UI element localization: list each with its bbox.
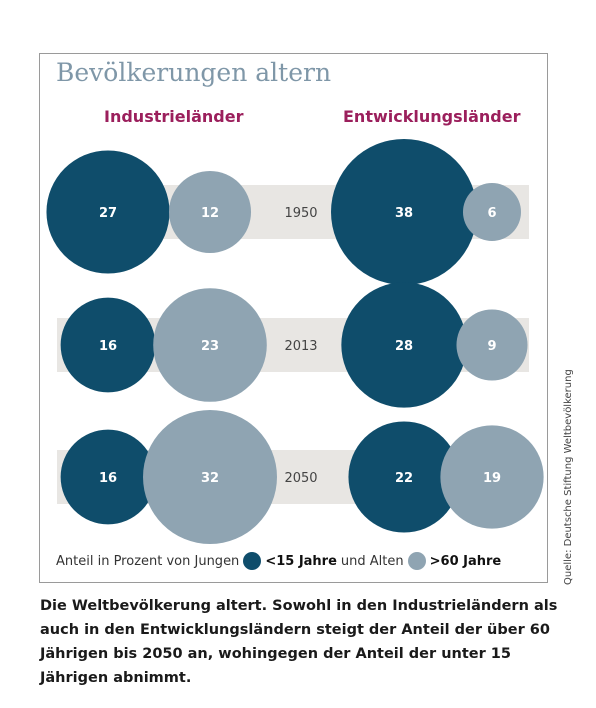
bubble-label-developing-young-1950: 38 bbox=[395, 206, 413, 221]
bubble-industrial-young-2013 bbox=[60, 297, 156, 393]
legend: Anteil in Prozent von Jungen <15 Jahre u… bbox=[56, 552, 501, 570]
bubble-developing-old-1950 bbox=[462, 182, 522, 242]
bubble-developing-old-2013 bbox=[456, 309, 528, 381]
bubble-developing-young-1950 bbox=[331, 139, 477, 285]
bubble-industrial-old-2013 bbox=[153, 288, 267, 402]
year-label-2050: 2050 bbox=[284, 471, 317, 486]
legend-dot-old bbox=[407, 552, 426, 570]
bubble-label-industrial-old-1950: 12 bbox=[201, 206, 219, 221]
bubble-label-developing-young-2013: 28 bbox=[395, 339, 413, 354]
year-label-1950: 1950 bbox=[284, 206, 317, 221]
source-note: Quelle: Deutsche Stiftung Weltbevölkerun… bbox=[563, 369, 574, 585]
bubble-industrial-young-2050 bbox=[60, 429, 156, 525]
group-label-industrial: Industrieländer bbox=[104, 107, 244, 126]
caption: Die Weltbevölkerung altert. Sowohl in de… bbox=[40, 598, 558, 686]
legend-prefix: Anteil in Prozent von Jungen bbox=[56, 553, 240, 569]
bubble-label-developing-old-2050: 19 bbox=[483, 471, 501, 486]
chart-title: Bevölkerungen altern bbox=[56, 58, 332, 87]
group-label-developing: Entwicklungsländer bbox=[343, 107, 521, 126]
bubble-developing-young-2050 bbox=[348, 421, 460, 533]
year-label-2013: 2013 bbox=[284, 339, 317, 354]
bubble-label-developing-young-2050: 22 bbox=[395, 471, 413, 486]
bubble-label-industrial-young-2050: 16 bbox=[99, 471, 117, 486]
chart-frame bbox=[39, 53, 548, 583]
bubble-industrial-young-1950 bbox=[46, 150, 170, 274]
bubble-label-developing-old-2013: 9 bbox=[487, 339, 496, 354]
bubble-label-industrial-young-2013: 16 bbox=[99, 339, 117, 354]
bubble-developing-old-2050 bbox=[440, 425, 544, 529]
legend-label-old: >60 Jahre bbox=[429, 553, 502, 569]
legend-dot-young bbox=[243, 552, 262, 570]
bubble-industrial-old-2050 bbox=[143, 410, 277, 544]
bubble-label-industrial-old-2050: 32 bbox=[201, 471, 219, 486]
bubble-developing-young-2013 bbox=[341, 282, 467, 408]
bubble-label-industrial-young-1950: 27 bbox=[99, 206, 117, 221]
legend-label-young: <15 Jahre bbox=[265, 553, 337, 569]
bubble-label-industrial-old-2013: 23 bbox=[201, 339, 219, 354]
legend-mid: und Alten bbox=[340, 553, 404, 569]
bubble-industrial-old-1950 bbox=[168, 170, 252, 254]
bubble-label-developing-old-1950: 6 bbox=[487, 206, 496, 221]
